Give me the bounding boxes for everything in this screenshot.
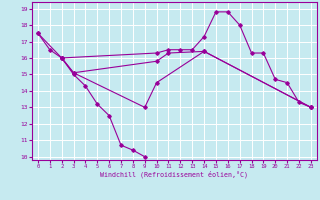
X-axis label: Windchill (Refroidissement éolien,°C): Windchill (Refroidissement éolien,°C) [100, 171, 248, 178]
